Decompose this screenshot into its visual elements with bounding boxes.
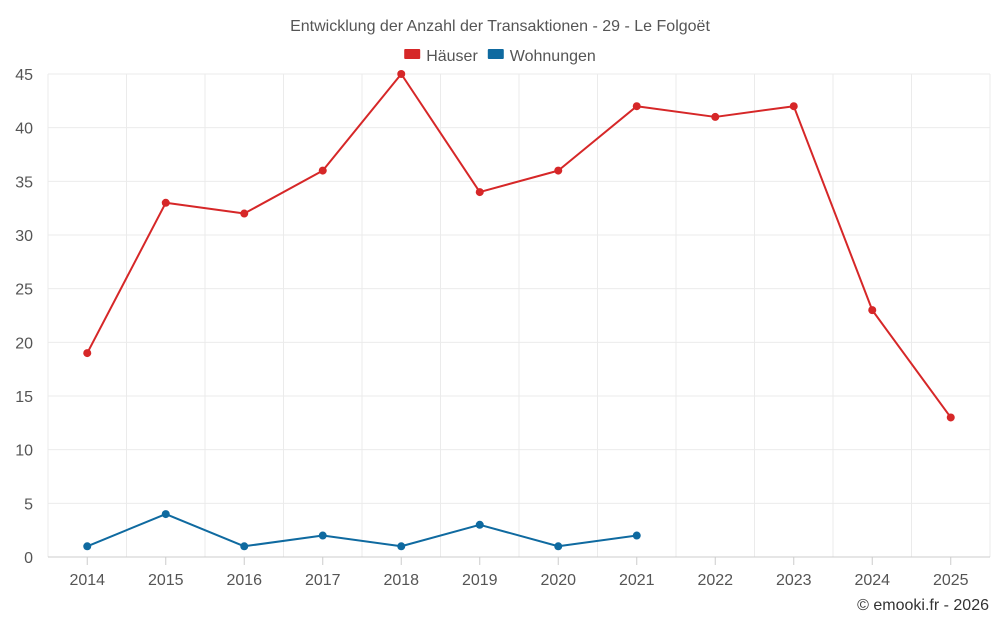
legend-swatch xyxy=(404,49,421,59)
x-tick-label: 2016 xyxy=(226,572,262,589)
credit-text: © emooki.fr - 2026 xyxy=(857,597,989,614)
data-point-hauser-2015 xyxy=(161,198,170,207)
y-tick-label: 20 xyxy=(15,335,33,352)
chart-title: Entwicklung der Anzahl der Transaktionen… xyxy=(290,18,710,35)
x-gridlines xyxy=(47,74,991,557)
data-point-hauser-2019 xyxy=(475,188,484,197)
x-tick-label: 2021 xyxy=(619,572,655,589)
legend-label: Wohnungen xyxy=(510,48,596,65)
y-tick-label: 25 xyxy=(15,282,33,299)
legend-item-wohnungen: Wohnungen xyxy=(487,48,596,65)
data-point-wohnungen-2020 xyxy=(554,542,563,551)
y-tick-label: 35 xyxy=(15,174,33,191)
x-tick-label: 2023 xyxy=(776,572,812,589)
series-line-hauser xyxy=(86,73,952,419)
x-tick-label: 2024 xyxy=(854,572,890,589)
data-point-hauser-2014 xyxy=(83,349,92,358)
series-line-wohnungen xyxy=(86,513,637,548)
data-point-hauser-2024 xyxy=(868,306,877,315)
data-point-hauser-2017 xyxy=(318,166,327,175)
x-tick-label: 2025 xyxy=(933,572,969,589)
legend: Häuser Wohnungen xyxy=(404,48,596,65)
y-tick-label: 5 xyxy=(24,496,33,513)
x-tick-label: 2022 xyxy=(697,572,733,589)
x-tick-label: 2019 xyxy=(462,572,498,589)
x-tick-label: 2018 xyxy=(383,572,419,589)
data-point-hauser-2025 xyxy=(946,413,955,422)
x-tick-label: 2014 xyxy=(69,572,105,589)
data-point-wohnungen-2018 xyxy=(397,542,406,551)
y-tick-label: 40 xyxy=(15,121,33,138)
data-point-hauser-2018 xyxy=(397,70,406,78)
data-point-hauser-2020 xyxy=(554,166,563,175)
x-tick-label: 2015 xyxy=(148,572,184,589)
data-point-hauser-2023 xyxy=(789,102,798,111)
series-hauser xyxy=(83,70,955,422)
x-tick-label: 2017 xyxy=(305,572,341,589)
legend-label: Häuser xyxy=(426,48,478,65)
data-point-wohnungen-2014 xyxy=(83,542,92,551)
data-point-hauser-2016 xyxy=(240,209,249,218)
y-tick-label: 0 xyxy=(24,550,33,567)
y-tick-label: 45 xyxy=(15,67,33,84)
data-point-wohnungen-2017 xyxy=(318,531,327,540)
data-point-hauser-2022 xyxy=(711,112,720,121)
legend-item-hauser: Häuser xyxy=(404,48,478,65)
series-group xyxy=(83,70,955,551)
y-tick-label: 15 xyxy=(15,389,33,406)
y-tick-label: 30 xyxy=(15,228,33,245)
x-tick-label: 2020 xyxy=(540,572,576,589)
x-axis-ticks: 2014 2015 2016 2017 2018 2019 2020 2021 2022 2023… xyxy=(69,557,969,589)
data-point-wohnungen-2015 xyxy=(161,510,170,519)
legend-swatch xyxy=(487,49,504,59)
series-wohnungen xyxy=(83,510,641,551)
data-point-wohnungen-2016 xyxy=(240,542,249,551)
y-gridlines xyxy=(48,73,990,504)
y-tick-label: 10 xyxy=(15,443,33,460)
data-point-hauser-2021 xyxy=(632,102,641,111)
y-axis-ticks: 0 5 10 15 20 25 30 35 40 45 xyxy=(15,67,33,567)
data-point-wohnungen-2019 xyxy=(475,520,484,529)
data-point-wohnungen-2021 xyxy=(632,531,641,540)
